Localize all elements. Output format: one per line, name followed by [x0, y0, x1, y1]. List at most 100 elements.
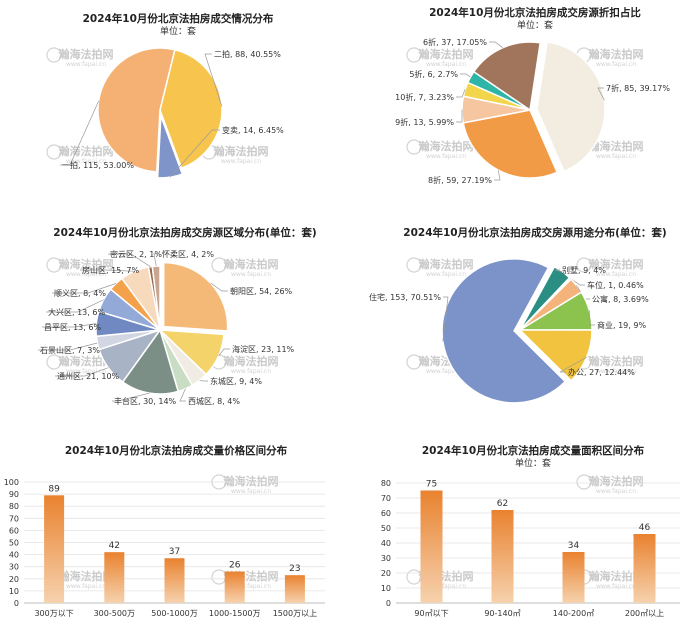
- leader-line: [42, 323, 97, 328]
- slice-label: 东城区, 9, 4%: [210, 376, 262, 386]
- slice-label: 怀柔区, 4, 2%: [162, 249, 214, 259]
- x-tick-label: 300万以下: [34, 609, 73, 618]
- watermark-text: 瀚海法拍网: [589, 139, 644, 153]
- x-tick-label: 300-500万: [94, 609, 135, 618]
- bar: [224, 571, 245, 603]
- watermark-text: 瀚海法拍网: [59, 144, 114, 158]
- bar-value-label: 46: [639, 523, 651, 533]
- watermark-text: 瀚海法拍网: [224, 257, 279, 271]
- leader-line: [80, 269, 135, 272]
- y-tick-label: 90: [9, 490, 19, 499]
- leader-line: [489, 41, 504, 48]
- watermark-url: www.fapai.cn: [66, 583, 106, 590]
- watermark-url: www.fapai.cn: [426, 368, 466, 375]
- watermark-logo-icon: [406, 139, 422, 155]
- leader-line: [55, 367, 109, 377]
- bar: [164, 558, 185, 603]
- y-tick-label: 60: [9, 526, 19, 535]
- watermark-url: www.fapai.cn: [231, 488, 271, 495]
- y-tick-label: 40: [9, 551, 19, 560]
- slice-label: 住宅, 153, 70.51%: [369, 292, 441, 302]
- watermark-url: www.fapai.cn: [596, 153, 636, 160]
- y-tick-label: 50: [381, 524, 391, 533]
- chart-title: 2024年10月份北京法拍房成交量面积区间分布: [422, 444, 645, 457]
- y-tick-label: 60: [381, 509, 391, 518]
- leader-line: [442, 296, 449, 342]
- leader-line: [52, 283, 117, 294]
- slice-label: 变卖, 14, 6.45%: [222, 125, 284, 135]
- leader-line: [112, 392, 150, 402]
- y-tick-label: 10: [9, 587, 19, 596]
- y-tick-label: 20: [381, 569, 391, 578]
- watermark-url: www.fapai.cn: [231, 368, 271, 375]
- leader-line: [554, 269, 563, 273]
- watermark-logo-icon: [211, 257, 227, 273]
- x-tick-label: 1000-1500万: [209, 609, 261, 618]
- chart-title: 2024年10月份北京法拍房成交量价格区间分布: [65, 444, 288, 457]
- watermark-url: www.fapai.cn: [596, 271, 636, 278]
- watermark-text: 瀚海法拍网: [419, 139, 474, 153]
- leader-line: [204, 53, 223, 107]
- slice-label: 房山区, 15, 7%: [82, 265, 139, 275]
- chart-title: 2024年10月份北京法拍房成交房源用途分布(单位：套): [403, 226, 666, 239]
- pie-slice: [151, 265, 161, 331]
- slice-label: 二拍, 88, 40.55%: [214, 49, 281, 59]
- chart-unit: 单位：套: [515, 457, 551, 469]
- watermark-url: www.fapai.cn: [66, 271, 106, 278]
- slice-label: 10折, 7, 3.23%: [395, 92, 454, 102]
- watermark-text: 瀚海法拍网: [59, 257, 114, 271]
- x-tick-label: 500-1000万: [151, 609, 198, 618]
- leader-line: [199, 379, 208, 382]
- pie-slice: [121, 328, 180, 395]
- bar-value-label: 42: [109, 541, 120, 551]
- leader-line: [570, 278, 585, 286]
- bar-value-label: 89: [48, 484, 60, 494]
- chart-title: 2024年10月份北京法拍房成交情况分布: [83, 12, 274, 25]
- leader-line: [456, 109, 463, 123]
- y-tick-label: 0: [386, 599, 391, 608]
- watermark-text: 瀚海法拍网: [419, 47, 474, 61]
- pie-chart-usage: 2024年10月份北京法拍房成交房源用途分布(单位：套) 住宅, 153, 70.…: [369, 226, 667, 404]
- bar: [44, 495, 65, 603]
- watermark-url: www.fapai.cn: [66, 368, 106, 375]
- watermark-url: www.fapai.cn: [596, 583, 636, 590]
- leader-line: [169, 129, 220, 178]
- y-tick-label: 70: [381, 494, 391, 503]
- watermark-text: 瀚海法拍网: [59, 569, 114, 583]
- slice-label: 办公, 27, 12.44%: [568, 367, 635, 377]
- bar: [420, 490, 443, 603]
- y-tick-label: 0: [14, 599, 19, 608]
- watermark-layer: 瀚海法拍网www.fapai.cn瀚海法拍网www.fapai.cn瀚海法拍网w…: [46, 47, 644, 590]
- pie-slice: [156, 115, 184, 179]
- pie-slice: [162, 261, 229, 332]
- slice-label: 朝阳区, 54, 26%: [230, 287, 293, 296]
- pie-slice: [472, 41, 542, 112]
- y-tick-label: 10: [381, 584, 391, 593]
- y-tick-label: 80: [381, 479, 391, 488]
- x-tick-label: 140-200㎡: [553, 609, 594, 618]
- leader-line: [38, 342, 98, 351]
- bar-value-label: 75: [426, 480, 437, 490]
- bar: [491, 510, 514, 603]
- watermark-url: www.fapai.cn: [426, 271, 466, 278]
- x-tick-label: 1500万以上: [273, 609, 317, 618]
- pie-chart-district: 2024年10月份北京法拍房成交房源区域分布(单位：套) 朝阳区, 54, 26%…: [38, 226, 317, 406]
- bar: [284, 575, 305, 603]
- bar-chart-price-range: 2024年10月份北京法拍房成交量价格区间分布 0 10 20 30 40 50 60 70 80…: [4, 444, 325, 618]
- watermark-text: 瀚海法拍网: [59, 354, 114, 368]
- slice-label: 丰台区, 30, 14%: [114, 396, 177, 406]
- leader-line: [46, 299, 104, 313]
- slice-label: 一拍, 115, 53.00%: [62, 160, 134, 170]
- y-tick-label: 100: [4, 478, 19, 487]
- watermark-logo-icon: [406, 47, 422, 63]
